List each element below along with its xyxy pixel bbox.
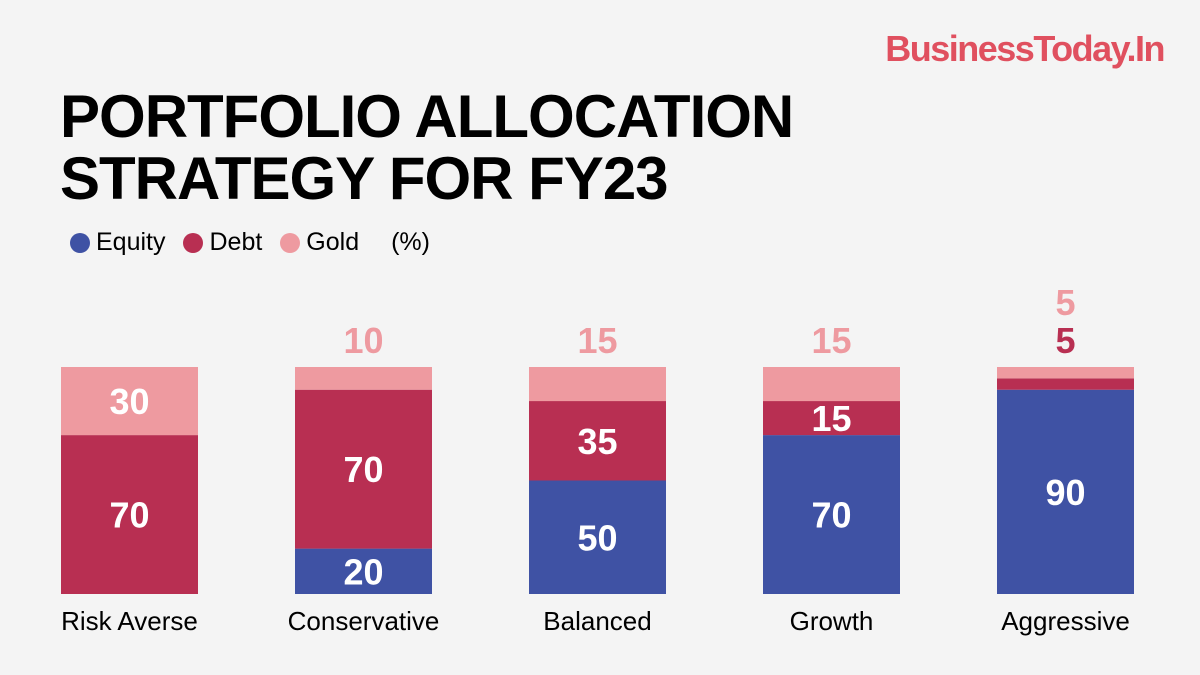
title-line-1: PORTFOLIO ALLOCATION [60,83,794,150]
data-label-debt: 70 [343,449,383,490]
category-label: Risk Averse [61,606,198,636]
unit-label: (%) [391,228,430,256]
legend: Equity Debt Gold (%) [70,228,430,257]
debt-dot-icon [183,232,204,253]
legend-debt: Debt [183,228,262,257]
bar-equity [295,548,432,594]
bar-debt [763,401,900,436]
data-label-gold: 5 [1055,282,1075,323]
bar-gold [295,367,432,390]
data-label-equity: 50 [577,517,617,558]
data-label-gold: 10 [343,320,383,361]
bar-equity [763,435,900,594]
data-label-debt: 5 [1055,320,1075,361]
bar-debt [61,435,198,594]
data-label-gold: 30 [109,381,149,422]
chart-title: PORTFOLIO ALLOCATION STRATEGY FOR FY23 [60,83,794,212]
bar-debt [997,378,1134,390]
data-label-debt: 70 [109,495,149,536]
category-label: Balanced [543,606,651,636]
data-label-debt: 15 [811,398,851,439]
bar-gold [529,367,666,402]
category-label: Growth [790,606,874,636]
bar-gold [763,367,900,402]
data-label-gold: 15 [811,320,851,361]
legend-gold: Gold [280,228,359,257]
bar-debt [295,389,432,549]
bar-debt [529,401,666,481]
data-label-gold: 15 [577,320,617,361]
data-label-equity: 20 [343,551,383,592]
bar-gold [997,367,1134,379]
equity-dot-icon [70,232,90,253]
businesstoday-logo: BusinessToday.In [885,28,1165,69]
bar-equity [529,480,666,594]
category-label: Conservative [288,606,440,636]
category-label: Aggressive [1001,606,1130,636]
gold-dot-icon [280,232,301,253]
data-label-equity: 70 [811,495,851,536]
title-line-2: STRATEGY FOR FY23 [60,145,669,212]
bar-gold [61,367,198,436]
data-label-debt: 35 [577,421,617,462]
legend-equity: Equity [70,228,165,257]
bar-equity [997,389,1134,594]
data-label-equity: 90 [1045,472,1085,513]
